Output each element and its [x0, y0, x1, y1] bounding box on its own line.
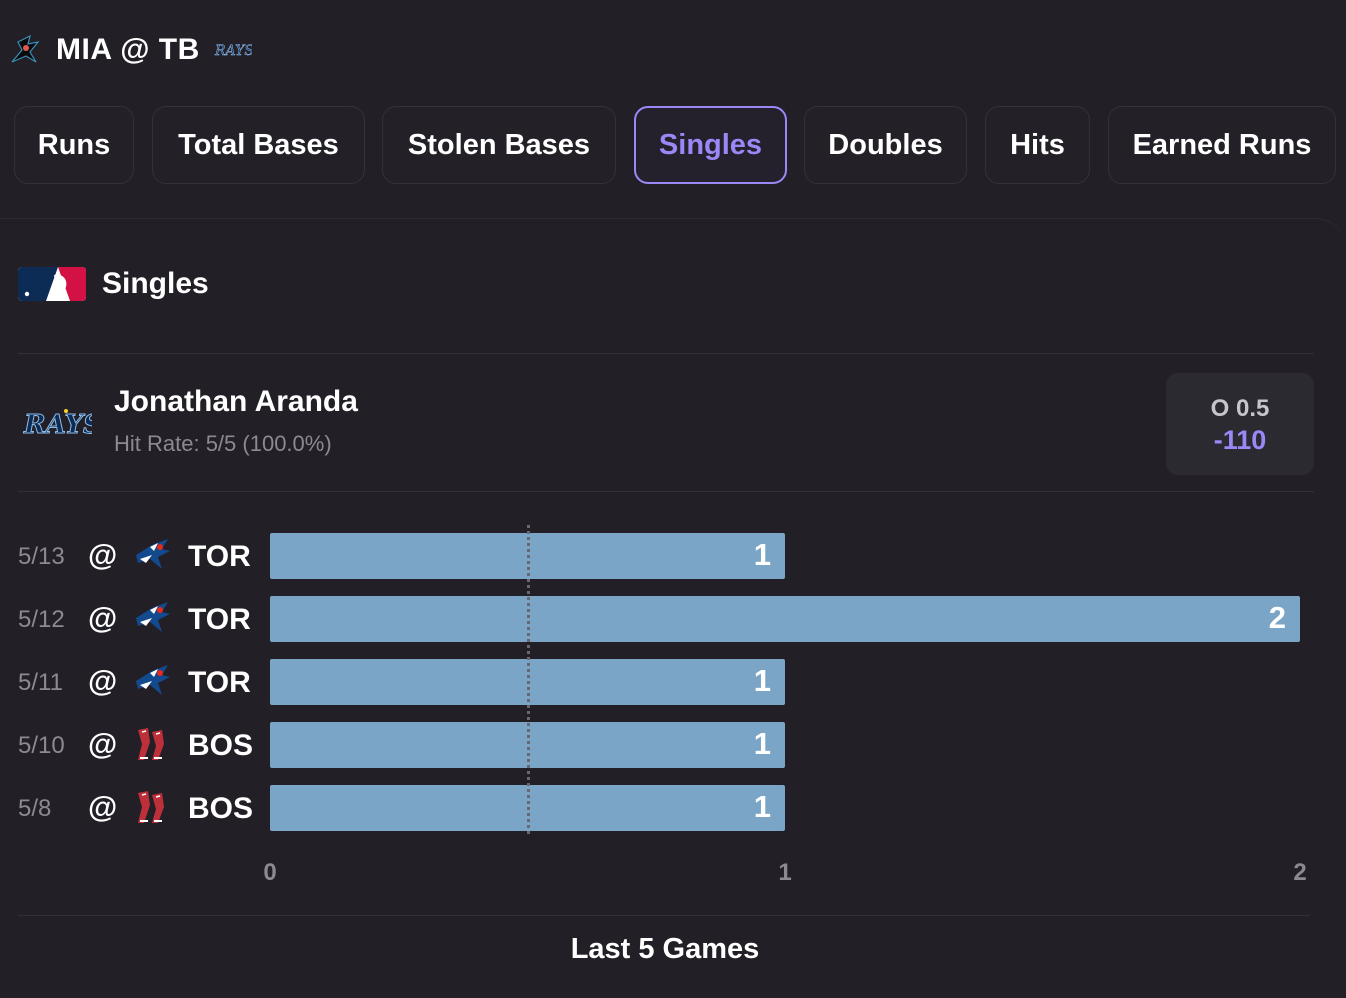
opponent-abbr: BOS — [188, 729, 254, 762]
svg-text:RAYS: RAYS — [214, 43, 252, 59]
game-date: 5/13 — [18, 543, 65, 570]
games-chart: 5/13 @ TOR 1 5/12 @ TOR 2 5/11 @ TOR 1 5/10 @ BOS 1 5/8 @… — [0, 519, 1346, 899]
mlb-logo-icon — [18, 267, 86, 301]
rays-logo-icon: RAYS — [214, 38, 254, 62]
x-tick-label: 0 — [263, 859, 277, 886]
bar-value-label: 1 — [753, 537, 771, 572]
tab-singles[interactable]: Singles — [634, 106, 787, 184]
red-sox-icon — [132, 787, 174, 829]
player-name: Jonathan Aranda — [114, 385, 358, 418]
blue-jays-icon — [132, 661, 174, 703]
matchup-title: MIA @ TB — [56, 33, 200, 66]
svg-text:RAYS: RAYS — [23, 410, 92, 440]
opponent-abbr: TOR — [188, 603, 251, 636]
x-tick-label: 2 — [1293, 859, 1307, 886]
x-tick-label: 1 — [778, 859, 792, 886]
bar-value-label: 1 — [753, 726, 771, 761]
divider — [18, 491, 1314, 492]
opponent-abbr: BOS — [188, 792, 254, 825]
away-marker: @ — [88, 539, 118, 572]
rays-logo-icon: RAYS — [22, 403, 102, 443]
game-row: 5/12 @ TOR 2 — [0, 596, 1346, 642]
tab-runs[interactable]: Runs — [14, 106, 134, 184]
section-title: Singles — [102, 267, 209, 300]
away-marker: @ — [88, 791, 118, 824]
section-header: Singles — [18, 267, 209, 301]
game-date: 5/10 — [18, 732, 65, 759]
game-date: 5/8 — [18, 795, 52, 822]
game-date: 5/12 — [18, 606, 65, 633]
game-row: 5/13 @ TOR 1 — [0, 533, 1346, 579]
chart-bar[interactable]: 2 — [270, 596, 1300, 642]
game-row: 5/8 @ BOS 1 — [0, 785, 1346, 831]
game-row: 5/10 @ BOS 1 — [0, 722, 1346, 768]
tab-earned-runs[interactable]: Earned Runs — [1108, 106, 1336, 184]
game-date: 5/11 — [18, 669, 63, 696]
player-card[interactable]: RAYS Jonathan Aranda Hit Rate: 5/5 (100.… — [22, 373, 1314, 489]
bar-value-label: 2 — [1268, 600, 1286, 635]
hit-rate: Hit Rate: 5/5 (100.0%) — [114, 431, 332, 456]
odds-price: -110 — [1213, 425, 1267, 455]
tab-doubles[interactable]: Doubles — [804, 106, 967, 184]
away-marker: @ — [88, 728, 118, 761]
bar-value-label: 1 — [753, 789, 771, 824]
marlins-logo-icon — [6, 30, 46, 70]
chart-xlabel: Last 5 Games — [570, 933, 760, 965]
prop-line-marker — [526, 525, 530, 834]
away-marker: @ — [88, 602, 118, 635]
tab-stolen-bases[interactable]: Stolen Bases — [382, 106, 616, 184]
tab-hits[interactable]: Hits — [985, 106, 1090, 184]
bar-value-label: 1 — [753, 663, 771, 698]
stat-panel: Singles RAYS Jonathan Aranda Hit Rate: 5… — [0, 218, 1346, 998]
divider — [18, 353, 1314, 354]
game-row: 5/11 @ TOR 1 — [0, 659, 1346, 705]
blue-jays-icon — [132, 535, 174, 577]
odds-button[interactable]: O 0.5 -110 — [1166, 373, 1314, 475]
opponent-abbr: TOR — [188, 666, 251, 699]
divider — [18, 915, 1310, 916]
away-marker: @ — [88, 665, 118, 698]
odds-line: O 0.5 — [1210, 395, 1270, 422]
tab-total-bases[interactable]: Total Bases — [152, 106, 365, 184]
blue-jays-icon — [132, 598, 174, 640]
opponent-abbr: TOR — [188, 540, 251, 573]
matchup-header: MIA @ TB RAYS — [6, 28, 254, 72]
red-sox-icon — [132, 724, 174, 766]
